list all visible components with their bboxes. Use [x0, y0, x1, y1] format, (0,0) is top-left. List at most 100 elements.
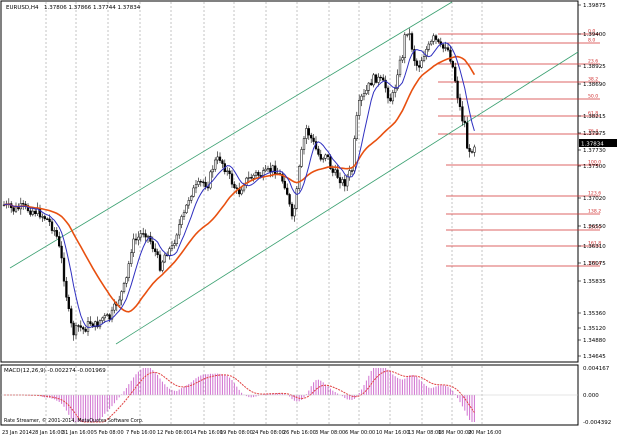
candle-body	[353, 138, 356, 172]
candle-body	[444, 47, 447, 49]
candle-body	[108, 314, 111, 320]
price-scale-label: 1.37020	[583, 196, 606, 202]
candle-body	[156, 251, 159, 256]
macd-scale-bottom: -0.004392	[583, 420, 611, 426]
candle-body	[470, 151, 474, 153]
candle-body	[461, 106, 464, 122]
candle-body	[293, 208, 296, 217]
candle-body	[65, 280, 68, 298]
candle-body	[190, 196, 193, 201]
candle-body	[334, 169, 337, 173]
candle-body	[127, 263, 130, 278]
candle-body	[322, 158, 325, 160]
time-axis-label: 18 Mar 00:00	[438, 430, 471, 436]
candle-body	[418, 65, 421, 68]
candle-body	[377, 76, 380, 83]
fibo-level-label: 50.0	[588, 94, 598, 100]
fibo-level-label: 0.0	[588, 29, 595, 35]
candle-body	[458, 97, 462, 107]
candle-body	[463, 120, 466, 123]
candle-body	[142, 233, 145, 235]
candle-body	[310, 134, 313, 139]
candle-body	[192, 187, 195, 197]
candle-body	[34, 210, 37, 215]
current-price-tag	[579, 139, 617, 147]
candle-body	[72, 322, 75, 336]
time-axis-label: 24 Feb 08:00	[252, 430, 285, 436]
candle-body	[326, 154, 330, 157]
time-axis-label: 5 Feb 08:00	[94, 430, 124, 436]
time-axis-label: 10 Mar 16:00	[376, 430, 409, 436]
candle-body	[305, 128, 308, 139]
price-scale-label: 1.38690	[583, 82, 606, 88]
candle-body	[396, 74, 399, 89]
time-axis-label: 23 Jan 2014	[2, 430, 32, 436]
candle-body	[372, 74, 375, 86]
candle-body	[55, 230, 58, 237]
price-scale-label: 1.36550	[583, 224, 606, 230]
candle-body	[346, 176, 349, 187]
candle-body	[118, 299, 121, 306]
macd-scale-top: 0.004167	[583, 366, 610, 372]
candle-body	[134, 238, 138, 241]
candle-body	[50, 221, 54, 231]
candle-body	[82, 327, 85, 330]
candle-body	[218, 156, 222, 161]
candle-body	[41, 216, 44, 218]
candle-body	[89, 321, 92, 324]
candle-body	[250, 177, 253, 179]
candle-body	[434, 35, 438, 40]
candle-body	[38, 207, 42, 218]
fibo-level-label: 76.4	[588, 129, 598, 135]
candle-body	[58, 236, 61, 247]
candle-body	[214, 159, 217, 170]
price-scale[interactable]: 1.39875 1.39400 1.38925 1.38690 1.38215 1.379…	[578, 3, 606, 360]
candle-body	[43, 216, 46, 220]
candle-body	[355, 115, 358, 139]
candle-body	[317, 148, 320, 155]
candle-body	[170, 245, 174, 249]
price-scale-label: 1.37975	[583, 131, 606, 137]
candle-body	[413, 49, 416, 62]
candle-body	[329, 156, 332, 169]
macd-signal-line	[4, 370, 475, 423]
candle-body	[394, 88, 397, 93]
candle-body	[180, 216, 183, 225]
channel-upper	[9, 1, 453, 269]
candle-body	[53, 230, 56, 232]
chart-ohlc: 1.37806 1.37866 1.37744 1.37834	[44, 5, 141, 11]
candle-body	[194, 184, 198, 189]
candle-body	[67, 296, 70, 309]
candle-body	[415, 60, 418, 66]
candle-body	[343, 179, 346, 187]
candle-body	[408, 33, 411, 35]
candle-body	[154, 248, 157, 252]
price-scale-label: 1.35360	[583, 311, 606, 317]
candle-body	[247, 177, 250, 179]
candle-body	[74, 325, 78, 336]
candle-body	[382, 77, 385, 81]
candle-body	[410, 33, 414, 50]
candle-body	[96, 321, 99, 328]
candle-body	[257, 172, 260, 176]
candle-body	[288, 194, 291, 205]
candle-body	[125, 277, 128, 284]
candle-body	[406, 34, 409, 36]
candle-body	[442, 44, 445, 49]
channel-lower	[115, 51, 579, 345]
fibo-level-label: 161.8	[588, 241, 601, 247]
candle-body	[144, 233, 147, 238]
candle-body	[386, 87, 390, 99]
candle-body	[163, 254, 166, 263]
candle-body	[254, 172, 258, 176]
candle-body	[430, 41, 433, 45]
candle-body	[146, 235, 150, 238]
fibo-level-label: 38.2	[588, 77, 598, 83]
price-scale-label: 1.39875	[583, 3, 606, 9]
candle-body	[403, 34, 406, 58]
candle-body	[286, 187, 289, 195]
candle-body	[269, 168, 272, 173]
